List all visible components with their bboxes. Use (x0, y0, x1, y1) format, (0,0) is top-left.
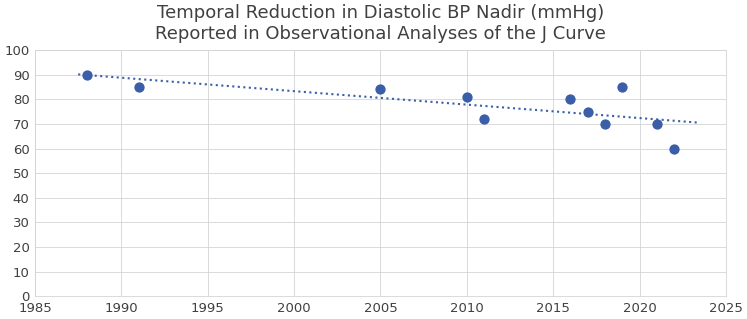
Point (599, 122, 611, 127)
Point (616, 85, 628, 90)
Point (461, 94, 473, 100)
Point (582, 109, 594, 114)
Title: Temporal Reduction in Diastolic BP Nadir (mmHg)
Reported in Observational Analys: Temporal Reduction in Diastolic BP Nadir… (155, 4, 606, 43)
Point (81, 72, 93, 77)
Point (478, 116, 490, 122)
Point (133, 85, 145, 90)
Point (565, 97, 577, 102)
Point (668, 146, 680, 151)
Point (651, 122, 663, 127)
Point (374, 87, 386, 92)
